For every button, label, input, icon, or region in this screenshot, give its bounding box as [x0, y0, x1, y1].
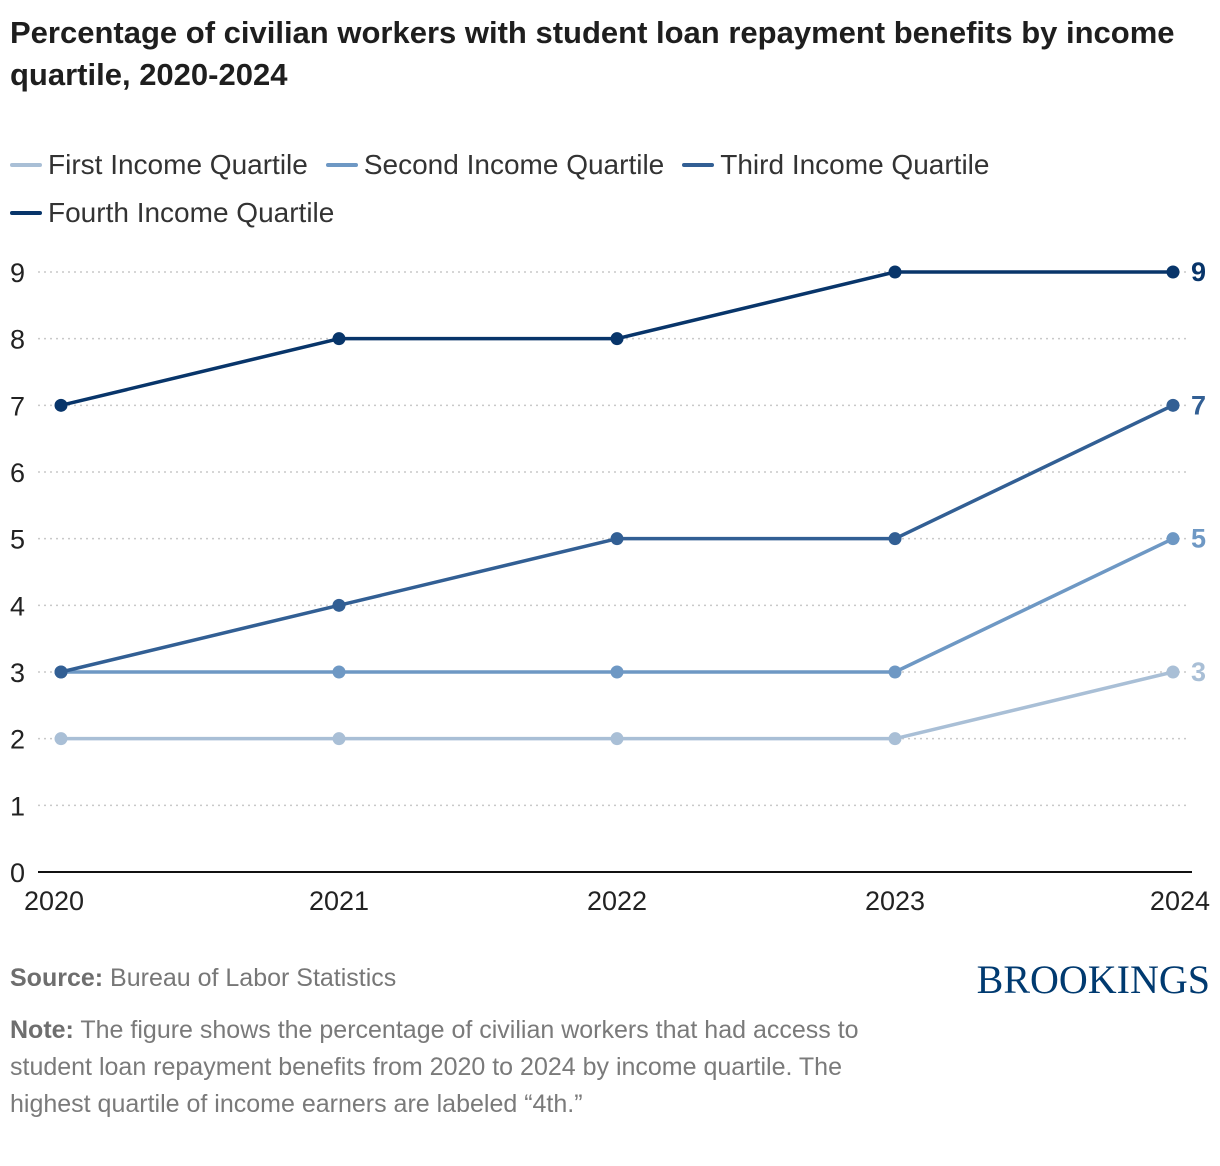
y-tick-label: 3	[10, 658, 25, 688]
legend-swatch	[10, 163, 42, 167]
y-tick-label: 2	[10, 725, 25, 755]
brookings-logo: BROOKINGS	[976, 957, 1210, 1002]
legend-item-3: Third Income Quartile	[682, 145, 989, 185]
legend-label: First Income Quartile	[48, 149, 308, 180]
series-line-1	[61, 670, 1174, 741]
legend-swatch	[325, 163, 358, 167]
y-tick-label: 9	[10, 258, 25, 288]
note-text: Note: The figure shows the percentage of…	[10, 1012, 870, 1123]
data-point	[610, 732, 624, 746]
x-tick-label: 2021	[309, 886, 369, 916]
x-tick-label: 2022	[587, 886, 647, 916]
source-label: Source:	[10, 964, 104, 992]
y-tick-label: 8	[10, 325, 25, 355]
y-tick-label: 6	[10, 458, 25, 488]
data-point	[1166, 398, 1180, 412]
chart-title: Percentage of civilian workers with stud…	[10, 15, 1175, 92]
data-point	[1166, 265, 1180, 279]
source-text: Bureau of Labor Statistics	[103, 964, 397, 992]
series-line-2	[61, 537, 1174, 674]
data-point	[332, 732, 346, 746]
legend-swatch	[10, 211, 42, 215]
end-value-label: 9	[1191, 257, 1206, 287]
note-body: The figure shows the percentage of civil…	[10, 1016, 859, 1118]
data-point	[1166, 665, 1180, 679]
end-value-label: 7	[1191, 390, 1206, 420]
legend-label: Fourth Income Quartile	[48, 197, 335, 228]
data-point	[888, 665, 902, 679]
data-point	[1166, 532, 1180, 546]
data-point	[54, 398, 68, 412]
y-tick-label: 5	[10, 525, 25, 555]
legend-item-4: Fourth Income Quartile	[10, 193, 1190, 233]
legend-item-1: First Income Quartile	[10, 145, 308, 185]
note-label: Note:	[10, 1016, 74, 1044]
x-tick-label: 2020	[24, 886, 84, 916]
source-line: Source: Bureau of Labor Statistics	[10, 964, 396, 993]
data-point	[610, 532, 624, 546]
data-point	[610, 332, 624, 346]
data-point	[610, 665, 624, 679]
data-point	[54, 665, 68, 679]
data-point	[332, 665, 346, 679]
data-point	[888, 265, 902, 279]
legend-label: Third Income Quartile	[720, 149, 990, 180]
data-point	[332, 598, 346, 612]
legend-item-2: Second Income Quartile	[325, 145, 665, 185]
end-value-label: 5	[1191, 524, 1206, 554]
legend-label: Second Income Quartile	[363, 149, 665, 180]
y-tick-label: 4	[10, 591, 25, 621]
data-point	[332, 332, 346, 346]
y-tick-label: 0	[10, 858, 25, 888]
x-tick-label: 2023	[865, 886, 925, 916]
line-chart: 0 1 2 3 4 5 6 7 8 9 2020 2021 2022 2023 2024 3 5 7 9	[10, 257, 1210, 916]
legend: First Income Quartile Second Income Quart…	[10, 145, 1190, 233]
data-point	[888, 532, 902, 546]
legend-swatch	[682, 163, 715, 167]
data-point	[888, 732, 902, 746]
y-tick-label: 7	[10, 391, 25, 421]
y-tick-label: 1	[10, 791, 25, 821]
end-value-label: 3	[1191, 657, 1206, 687]
data-point	[54, 732, 68, 746]
x-tick-label: 2024	[1150, 886, 1210, 916]
